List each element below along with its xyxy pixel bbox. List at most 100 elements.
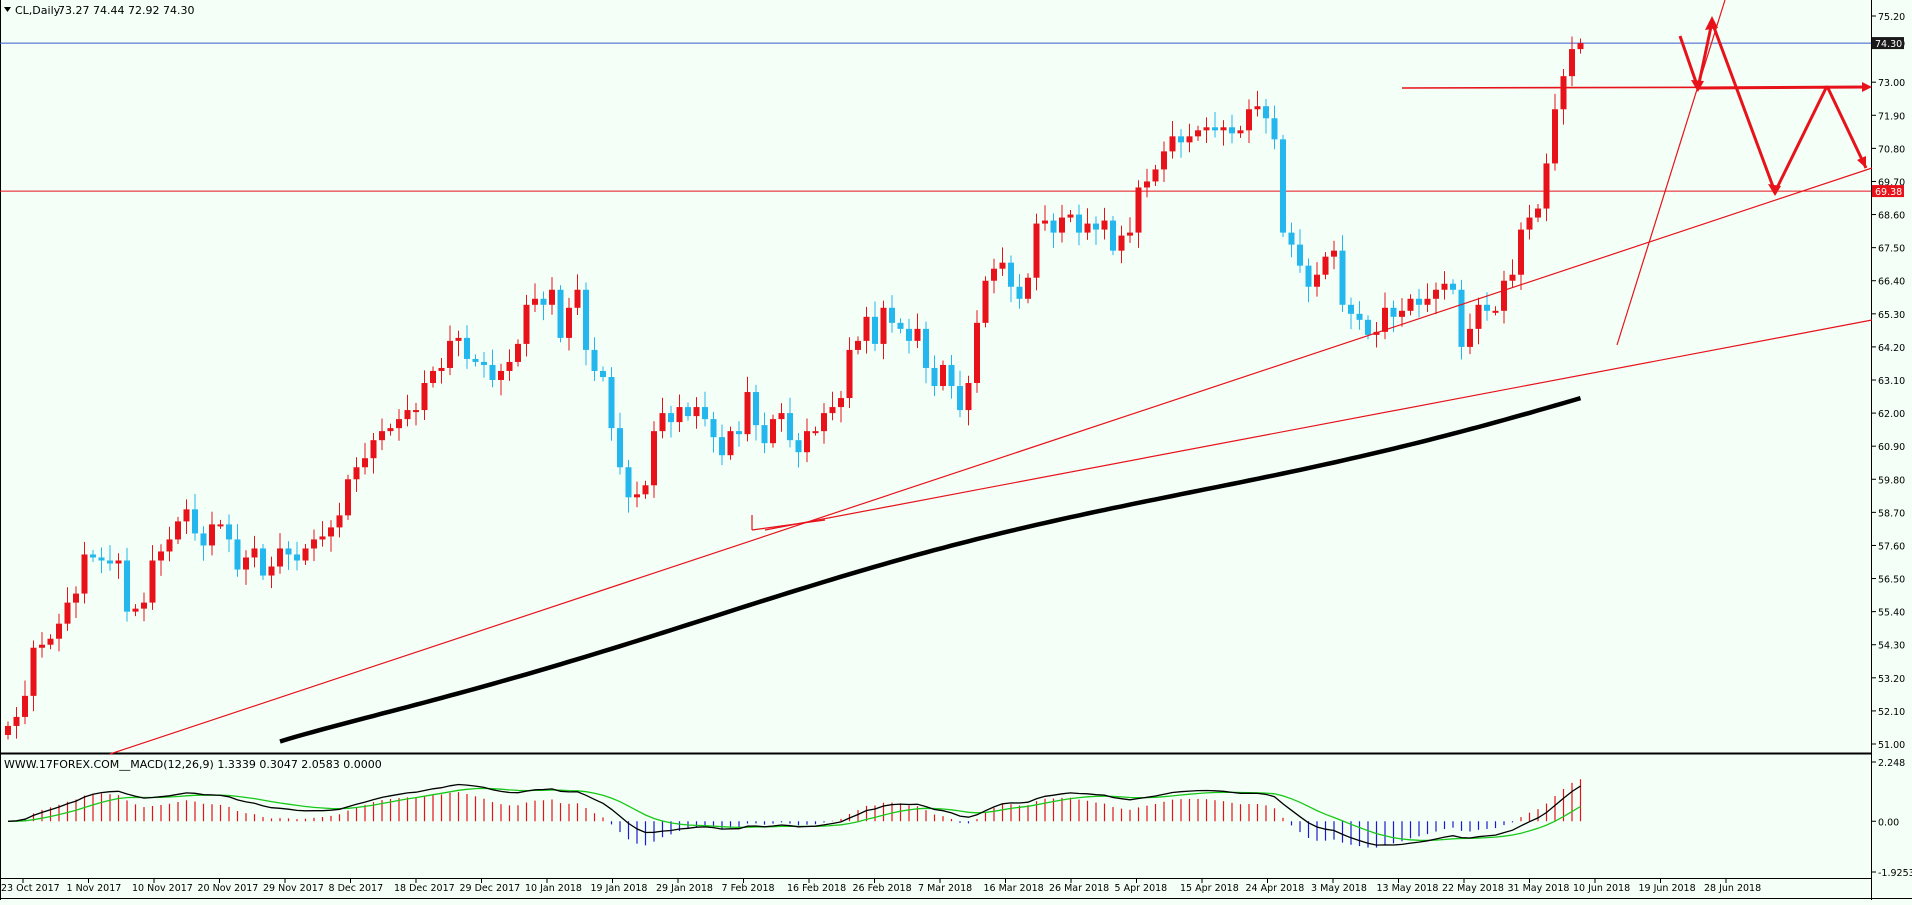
candle-body [1144,181,1150,188]
candle-body [192,509,198,534]
candle-body [829,407,836,414]
time-axis-label: 23 Oct 2017 [1,883,60,894]
candle-body [710,419,717,438]
candle-body [1399,310,1405,317]
projection-segment [1773,85,1829,193]
time-axis-label: 1 Nov 2017 [67,883,122,894]
time-axis-label: 10 Nov 2017 [132,883,193,894]
price-axis-label: 65.30 [1878,310,1905,321]
candle-body [1560,76,1567,110]
level-price-tag-label: 69.38 [1875,187,1902,198]
candle-body [268,566,275,576]
candle-body [64,602,71,624]
candle-body [999,262,1006,269]
candle-body [906,328,912,341]
candle-body [90,554,96,558]
time-axis-label: 7 Mar 2018 [918,883,972,894]
macd-axis-label: 2.248 [1878,758,1905,769]
candle-body [1271,118,1278,140]
candle-body [1339,250,1346,305]
candle-body [1195,130,1201,137]
macd-indicator-label: WWW.17FOREX.COM__MACD(12,26,9) 1.3339 0.… [4,758,382,771]
candle-body [302,548,309,561]
candle-body [455,337,462,341]
candle-body [659,413,666,432]
candle-body [1152,169,1159,182]
price-axis-label: 66.40 [1878,277,1905,288]
candle-body [149,560,156,603]
price-axis-label: 55.40 [1878,608,1905,619]
collapse-arrow-icon[interactable] [4,7,11,12]
candle-body [1331,250,1337,257]
candle-body [1220,127,1227,131]
candle-body [1050,220,1057,233]
price-axis-label: 64.20 [1878,343,1905,354]
candle-body [1365,319,1371,335]
price-axis-label: 51.00 [1878,740,1905,751]
candle-body [30,647,37,696]
candle-body [855,340,861,350]
candle-body [481,361,487,365]
candle-body [1042,220,1048,224]
candle-body [685,407,691,417]
candle-body [1322,256,1329,275]
candle-body [421,383,428,411]
candle-body [489,364,496,380]
candle-body [1178,136,1184,143]
candle-body [787,413,793,441]
candle-body [1186,136,1193,143]
last-price-tag [1872,37,1904,50]
price-axis-label: 71.90 [1878,111,1905,122]
candle-body [370,440,377,459]
candle-body [166,539,173,552]
candle-body [727,431,734,456]
price-axis-label: 69.70 [1878,177,1905,188]
candle-body [583,289,589,350]
candle-body [1280,139,1286,233]
price-axis-label: 54.30 [1878,641,1905,652]
candle-body [863,316,870,341]
candle-body [608,376,615,429]
candle-body [651,431,657,486]
candle-body [243,557,249,570]
candle-body [387,428,394,432]
price-axis-label: 57.60 [1878,541,1905,552]
candle-body [158,551,164,561]
candle-body [132,608,139,612]
time-axis-label: 16 Mar 2018 [984,883,1044,894]
candle-body [1348,304,1354,314]
macd-main-line [7,783,1581,846]
time-axis-label: 18 Dec 2017 [394,883,455,894]
candle-body [566,307,572,338]
candle-body [506,361,513,371]
symbol-label: CL,Daily [15,4,61,17]
price-axis-label: 52.10 [1878,707,1905,718]
candle-body [1263,106,1269,119]
candle-body [1518,229,1524,275]
candle-body [277,548,283,567]
time-axis-label: 29 Nov 2017 [263,883,324,894]
time-axis-label: 22 May 2018 [1442,883,1504,894]
candle-body [1433,289,1439,299]
projection-segment [1678,35,1700,89]
candle-body [1441,283,1448,290]
candle-body [1093,223,1099,230]
arrow-head-icon [1768,184,1781,196]
candle-body [1254,106,1261,110]
candle-body [1458,289,1465,347]
candle-body [56,623,62,639]
candle-body [1577,43,1584,50]
candle-body [226,524,232,540]
candle-body [1390,307,1397,317]
trendline-middle [764,319,1873,531]
price-axis-label: 58.70 [1878,508,1905,519]
candle-body [1535,208,1541,218]
candle-body [498,370,504,380]
candle-body [940,364,946,387]
price-axis-label: 53.20 [1878,674,1905,685]
candle-body [982,280,989,323]
candle-body [1169,136,1176,152]
candle-body [702,407,708,420]
candle-body [625,467,632,498]
